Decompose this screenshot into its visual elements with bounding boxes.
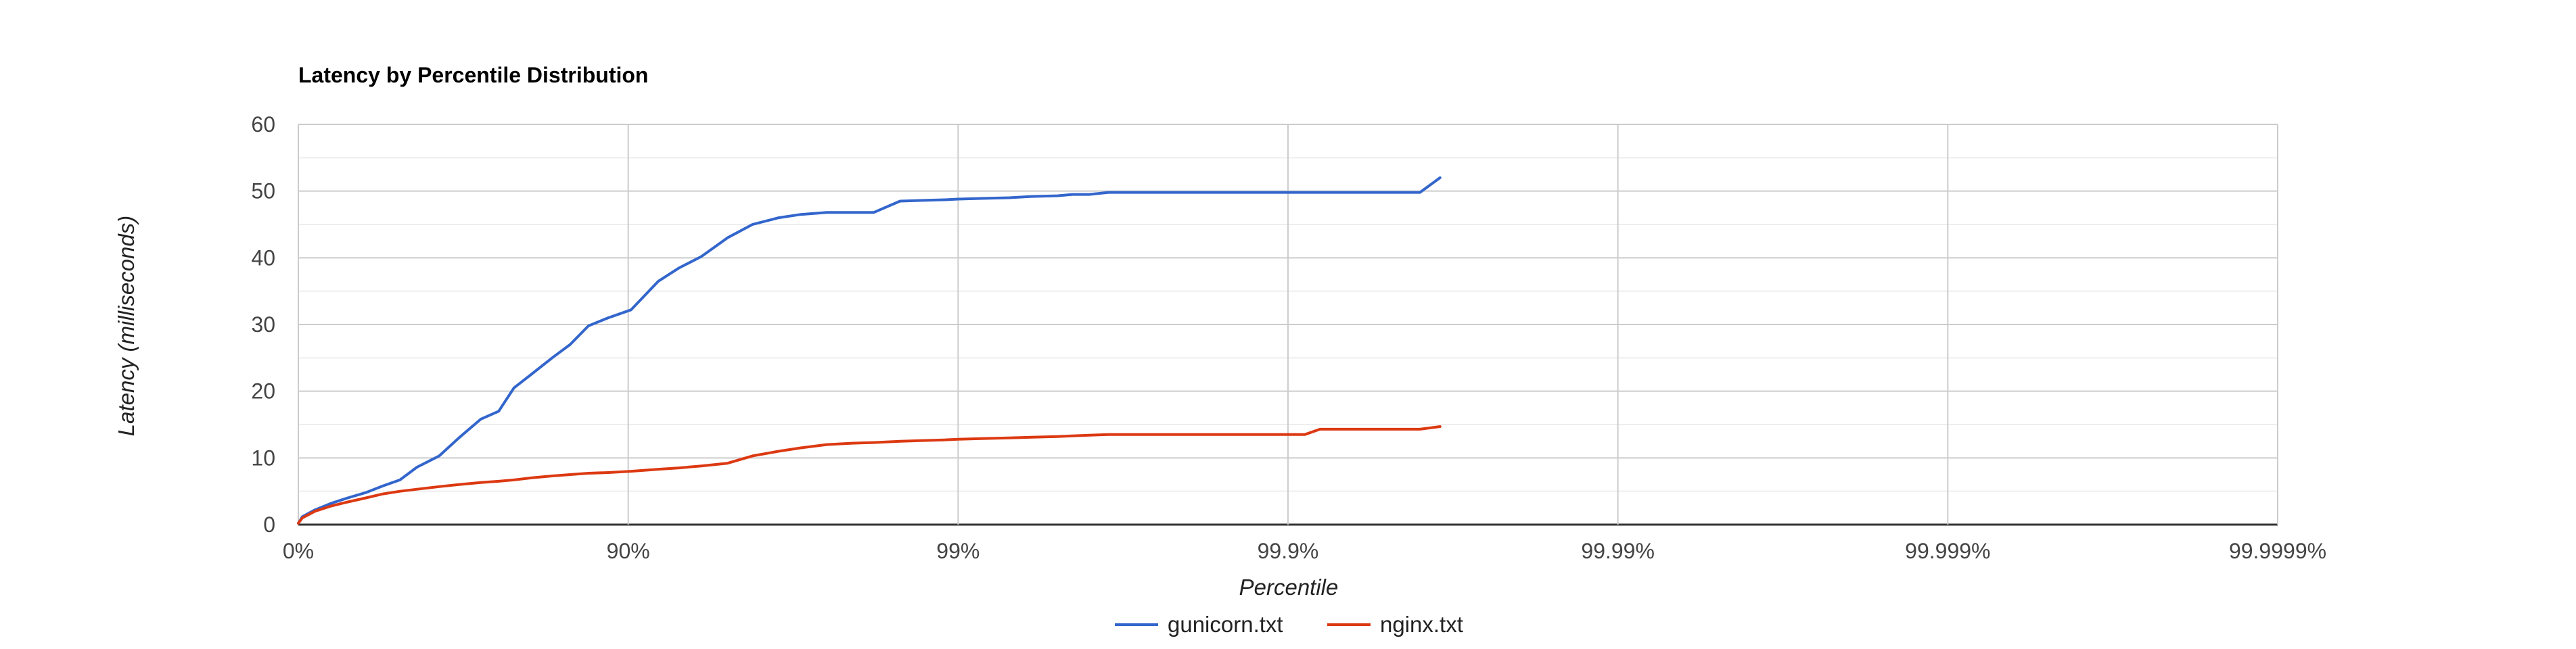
series-line-gunicorn-txt: [297, 176, 1442, 525]
major-gridlines: [298, 124, 2278, 526]
legend-label: gunicorn.txt: [1168, 612, 1283, 637]
chart-title: Latency by Percentile Distribution: [298, 63, 648, 87]
y-tick-label: 40: [251, 245, 275, 270]
x-tick-label: 90%: [607, 539, 650, 563]
legend-item-nginx-txt: nginx.txt: [1327, 612, 1463, 637]
x-tick-label: 99%: [936, 539, 980, 563]
x-axis-title: Percentile: [1239, 575, 1339, 600]
y-tick-label: 0: [263, 512, 275, 537]
y-tick-label: 60: [251, 112, 275, 137]
legend-item-gunicorn-txt: gunicorn.txt: [1115, 612, 1283, 637]
x-tick-label: 99.9999%: [2229, 539, 2326, 563]
y-axis-tick-labels: 0 10 20 30 40 50 60: [251, 112, 275, 537]
x-tick-label: 99.99%: [1581, 539, 1655, 563]
legend: gunicorn.txt nginx.txt: [1115, 612, 1463, 637]
x-tick-label: 99.999%: [1905, 539, 1990, 563]
x-tick-label: 99.9%: [1258, 539, 1319, 563]
y-tick-label: 30: [251, 312, 275, 337]
y-tick-label: 10: [251, 446, 275, 470]
series-layer: [297, 176, 1442, 525]
y-axis-title: Latency (milliseconds): [114, 216, 139, 436]
y-tick-label: 50: [251, 179, 275, 203]
x-tick-label: 0%: [283, 539, 314, 563]
series-line-nginx-txt: [297, 425, 1442, 525]
legend-label: nginx.txt: [1380, 612, 1463, 637]
y-tick-label: 20: [251, 379, 275, 404]
x-axis-tick-labels: 0% 90% 99% 99.9% 99.99% 99.999% 99.9999%: [283, 539, 2326, 563]
